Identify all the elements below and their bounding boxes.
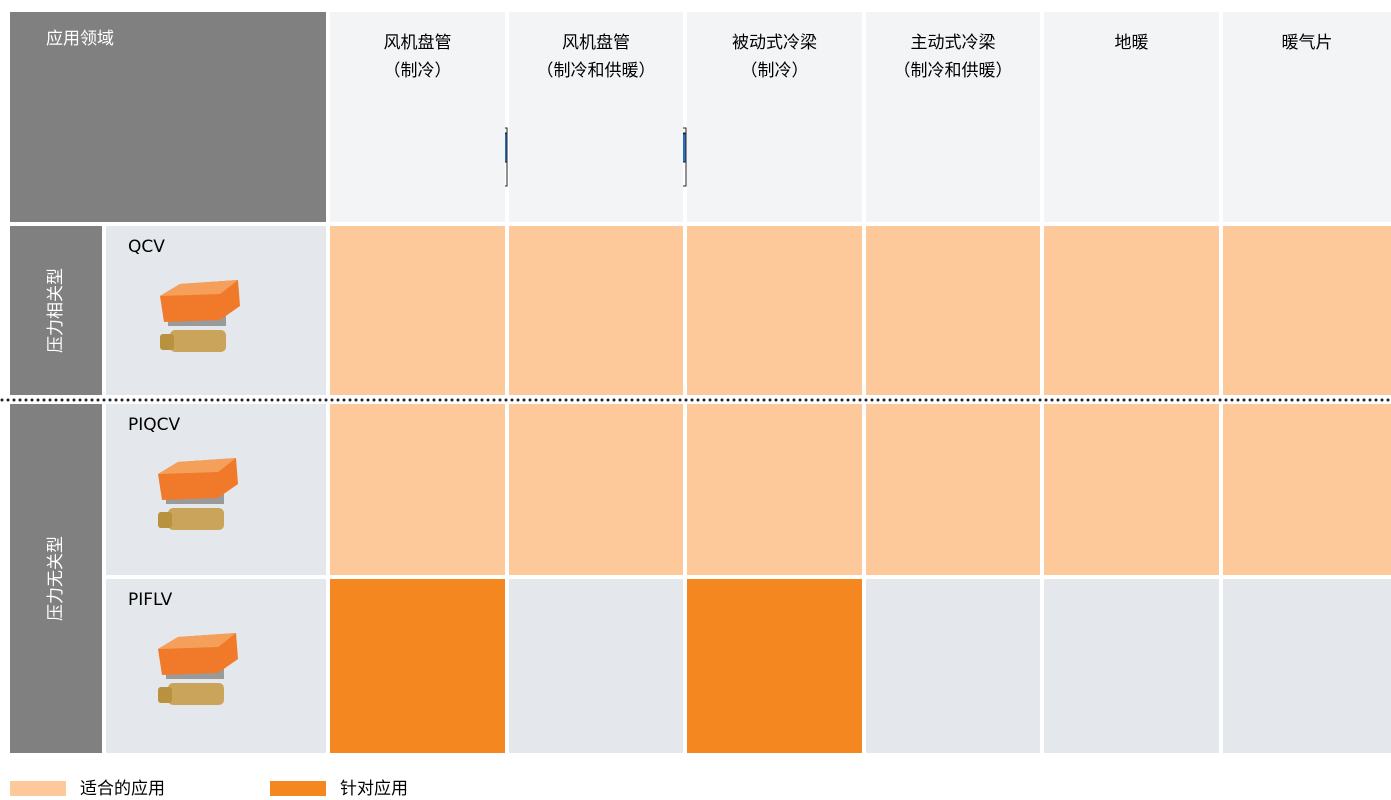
valve-port: [160, 334, 174, 350]
application-cell: [1044, 579, 1219, 753]
header-cell: [330, 12, 505, 222]
legend-label: 针对应用: [340, 779, 408, 796]
legend-label: 适合的应用: [80, 779, 165, 796]
application-cell: [1223, 226, 1391, 395]
application-cell: [1223, 404, 1391, 575]
corner-cell: [10, 12, 326, 222]
actuator-top: [158, 458, 236, 474]
column-title: 地暖: [1115, 33, 1149, 53]
application-cell: [687, 579, 862, 753]
column-title: 被动式冷梁: [732, 33, 817, 53]
valve-port: [158, 687, 172, 703]
application-cell: [866, 226, 1040, 395]
application-cell: [330, 404, 505, 575]
group-label: 压力相关型: [46, 268, 66, 353]
product-name: PIQCV: [128, 415, 181, 435]
application-cell: [1223, 579, 1391, 753]
column-subtitle: （制冷）: [741, 61, 809, 81]
column-title: 风机盘管: [384, 33, 452, 53]
product-image: [158, 633, 238, 705]
legend-swatch: [10, 781, 66, 796]
valve-body: [168, 683, 224, 705]
valve-port: [158, 512, 172, 528]
product-image: [160, 280, 240, 352]
application-cell: [866, 579, 1040, 753]
column-subtitle: （制冷和供暖）: [537, 61, 656, 81]
application-cell: [509, 226, 683, 395]
header-cell: [1044, 12, 1219, 222]
product-name: PIFLV: [128, 590, 173, 610]
product-name: QCV: [128, 237, 165, 257]
application-cell: [687, 226, 862, 395]
header-cell: [509, 12, 683, 222]
valve-body: [170, 330, 226, 352]
column-subtitle: （制冷和供暖）: [894, 61, 1013, 81]
group-cell: [10, 226, 102, 395]
application-cell: [509, 579, 683, 753]
actuator-top: [158, 633, 236, 649]
column-subtitle: （制冷）: [384, 61, 452, 81]
column-title: 风机盘管: [562, 33, 630, 53]
application-cell: [1044, 226, 1219, 395]
actuator-top: [160, 280, 238, 296]
header-cell: [1223, 12, 1391, 222]
application-cell: [866, 404, 1040, 575]
application-cell: [1044, 404, 1219, 575]
column-title: 暖气片: [1282, 33, 1333, 53]
application-cell: [330, 579, 505, 753]
group-label: 压力无关型: [46, 536, 66, 621]
application-cell: [330, 226, 505, 395]
product-image: [158, 458, 238, 530]
corner-label: 应用领域: [46, 29, 114, 49]
group-cell: [10, 404, 102, 753]
valve-body: [168, 508, 224, 530]
application-cell: [509, 404, 683, 575]
application-cell: [687, 404, 862, 575]
header-cell: [866, 12, 1040, 222]
column-title: 主动式冷梁: [911, 33, 996, 53]
legend-swatch: [270, 781, 326, 796]
header-cell: [687, 12, 862, 222]
